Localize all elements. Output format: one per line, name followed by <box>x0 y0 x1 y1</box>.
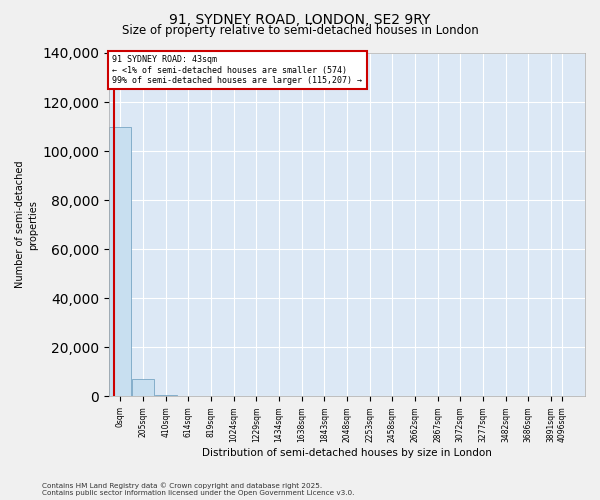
Text: Contains HM Land Registry data © Crown copyright and database right 2025.: Contains HM Land Registry data © Crown c… <box>42 482 322 489</box>
Text: 91 SYDNEY ROAD: 43sqm
← <1% of semi-detached houses are smaller (574)
99% of sem: 91 SYDNEY ROAD: 43sqm ← <1% of semi-deta… <box>112 56 362 86</box>
Y-axis label: Number of semi-detached
properties: Number of semi-detached properties <box>15 161 38 288</box>
Bar <box>132 380 154 396</box>
Text: 91, SYDNEY ROAD, LONDON, SE2 9RY: 91, SYDNEY ROAD, LONDON, SE2 9RY <box>169 12 431 26</box>
X-axis label: Distribution of semi-detached houses by size in London: Distribution of semi-detached houses by … <box>202 448 492 458</box>
Bar <box>109 126 131 396</box>
Text: Contains public sector information licensed under the Open Government Licence v3: Contains public sector information licen… <box>42 490 355 496</box>
Text: Size of property relative to semi-detached houses in London: Size of property relative to semi-detach… <box>122 24 478 37</box>
Bar <box>155 394 177 396</box>
